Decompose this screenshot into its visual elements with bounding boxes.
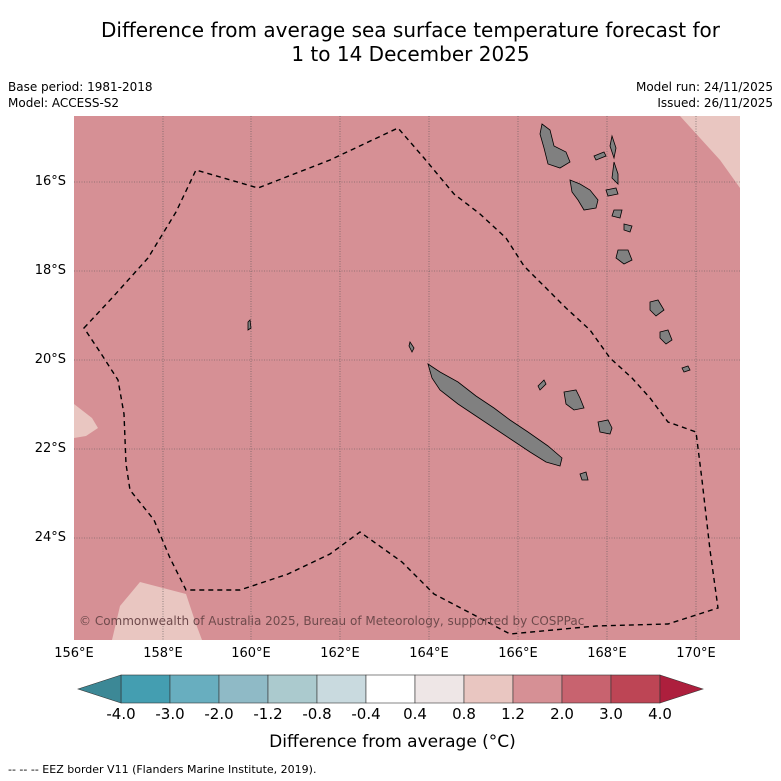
- anomaly-patch-northeast: [680, 116, 740, 188]
- lon-label-166e: 166°E: [498, 646, 538, 661]
- colorbar-segment: [316, 674, 367, 704]
- copyright-text: © Commonwealth of Australia 2025, Bureau…: [79, 614, 585, 628]
- vanuatu-efate: [611, 209, 623, 219]
- colorbar: [77, 674, 704, 704]
- loyalty-island-ouvea: [537, 379, 547, 391]
- meta-right: Model run: 24/11/2025 Issued: 26/11/2025: [636, 79, 773, 111]
- lat-label-24s: 24°S: [34, 530, 66, 545]
- graticule: [74, 116, 740, 640]
- lon-label-162e: 162°E: [320, 646, 360, 661]
- new-caledonia-island: [427, 363, 563, 467]
- title-line-1: Difference from average sea surface temp…: [100, 18, 720, 42]
- colorbar-segment: [561, 674, 612, 704]
- land-masses: [247, 123, 691, 481]
- lon-label-158e: 158°E: [143, 646, 183, 661]
- colorbar-under-triangle: [77, 674, 122, 704]
- colorbar-tick-label: -1.2: [253, 705, 283, 723]
- vanuatu-malekula: [569, 179, 599, 211]
- colorbar-tick-label: 1.2: [501, 705, 525, 723]
- colorbar-segment: [267, 674, 318, 704]
- colorbar-tick-label: -0.4: [351, 705, 381, 723]
- colorbar-tick-label: 4.0: [648, 705, 672, 723]
- eez-legend-note: -- -- -- EEZ border V11 (Flanders Marine…: [8, 763, 317, 776]
- colorbar-tick-label: 2.0: [550, 705, 574, 723]
- isle-of-pines: [579, 471, 589, 481]
- lon-label-168e: 168°E: [587, 646, 627, 661]
- colorbar-segment: [218, 674, 269, 704]
- loyalty-island-mare: [597, 419, 613, 435]
- walpole-island: [659, 329, 673, 345]
- vanuatu-pentecost: [611, 161, 619, 185]
- vanuatu-erromango: [623, 223, 633, 233]
- chesterfield-islet: [247, 319, 252, 331]
- vanuatu-tanna: [615, 249, 633, 265]
- vanuatu-ambrym: [605, 187, 619, 197]
- lat-label-20s: 20°S: [34, 352, 66, 367]
- lat-label-16s: 16°S: [34, 174, 66, 189]
- colorbar-segment: [414, 674, 465, 704]
- lon-label-156e: 156°E: [54, 646, 94, 661]
- colorbar-title: Difference from average (°C): [269, 732, 516, 752]
- model-run: Model run: 24/11/2025: [635, 80, 773, 94]
- lon-label-170e: 170°E: [676, 646, 716, 661]
- lat-label-22s: 22°S: [34, 441, 66, 456]
- vanuatu-ambae: [593, 151, 607, 161]
- base-period: Base period: 1981-2018: [8, 80, 153, 94]
- colorbar-segment: [512, 674, 563, 704]
- colorbar-segment: [120, 674, 171, 704]
- map-title: Difference from average sea surface temp…: [40, 18, 781, 66]
- colorbar-tick-label: -0.8: [302, 705, 332, 723]
- colorbar-tick-label: -2.0: [204, 705, 234, 723]
- colorbar-tick-label: -4.0: [106, 705, 136, 723]
- colorbar-segment: [365, 674, 416, 704]
- eez-border: [83, 127, 719, 635]
- vanuatu-maewo: [609, 134, 617, 160]
- colorbar-over-triangle: [659, 674, 704, 704]
- colorbar-tick-label: 0.4: [403, 705, 427, 723]
- colorbar-tick-label: 0.8: [452, 705, 476, 723]
- anomaly-patch-west: [74, 404, 98, 438]
- lat-label-18s: 18°S: [34, 263, 66, 278]
- loyalty-island-lifou: [563, 389, 585, 411]
- colorbar-tick-label: 3.0: [599, 705, 623, 723]
- issued-date: Issued: 26/11/2025: [657, 96, 773, 110]
- small-islet-east: [681, 365, 691, 373]
- lon-label-164e: 164°E: [409, 646, 449, 661]
- model-name: Model: ACCESS-S2: [8, 96, 120, 110]
- meta-left: Base period: 1981-2018 Model: ACCESS-S2: [8, 79, 153, 111]
- vanuatu-espiritu-santo: [539, 123, 571, 169]
- title-line-2: 1 to 14 December 2025: [291, 42, 530, 66]
- colorbar-segment: [610, 674, 661, 704]
- lon-label-160e: 160°E: [231, 646, 271, 661]
- sst-anomaly-field: [74, 116, 740, 640]
- matthew-hunter-island: [649, 299, 665, 317]
- colorbar-segment: [169, 674, 220, 704]
- colorbar-tick-label: -3.0: [155, 705, 185, 723]
- colorbar-segment: [463, 674, 514, 704]
- anomaly-patch-southwest: [112, 582, 202, 640]
- belep-islet: [408, 341, 415, 353]
